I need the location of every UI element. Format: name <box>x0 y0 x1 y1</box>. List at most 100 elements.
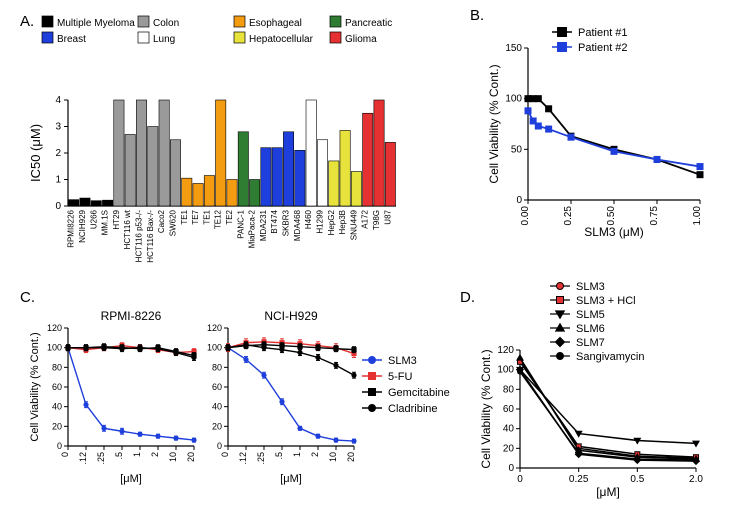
bar <box>182 178 192 206</box>
svg-text:20: 20 <box>186 452 196 462</box>
panel-a-ylabel: IC50 (μM) <box>28 124 43 182</box>
legend-label: SLM5 <box>576 309 605 321</box>
legend-label: Esophageal <box>249 18 302 29</box>
svg-text:60: 60 <box>52 382 62 392</box>
bar <box>136 100 146 206</box>
bar <box>102 200 112 206</box>
bar-category-label: SNU449 <box>349 209 358 240</box>
svg-text:.5: .5 <box>274 452 284 460</box>
svg-text:2.0: 2.0 <box>689 474 703 485</box>
svg-text:60: 60 <box>503 404 515 415</box>
bar <box>238 132 248 206</box>
svg-text:40: 40 <box>503 424 515 435</box>
bar <box>329 161 339 206</box>
legend-label: Breast <box>57 34 86 45</box>
svg-text:.25: .25 <box>96 452 106 465</box>
svg-text:100: 100 <box>207 343 222 353</box>
svg-text:100: 100 <box>505 94 522 105</box>
svg-text:.12: .12 <box>78 452 88 465</box>
legend-label: Pancreatic <box>345 18 392 29</box>
bar-category-label: MDA231 <box>259 209 268 241</box>
bar <box>306 100 316 206</box>
legend-label: Hepatocellular <box>249 34 314 45</box>
legend-label: Glioma <box>345 34 377 45</box>
bar-category-label: Caco2 <box>157 209 166 233</box>
svg-text:0: 0 <box>516 195 522 206</box>
figure-canvas: A.Multiple MyelomaColonEsophagealPancrea… <box>0 0 748 525</box>
svg-text:20: 20 <box>212 421 222 431</box>
svg-text:0: 0 <box>60 452 70 457</box>
legend-label: Cladribine <box>388 403 438 415</box>
bar-category-label: HCT116 Bax-/- <box>146 210 155 263</box>
svg-text:2: 2 <box>310 452 320 457</box>
series-line <box>68 348 194 440</box>
legend-label: Patient #1 <box>578 27 628 39</box>
svg-text:10: 10 <box>168 452 178 462</box>
svg-text:0: 0 <box>217 441 222 451</box>
bar-category-label: HCT116 wt <box>123 209 132 249</box>
xlabel: [μM] <box>596 485 620 499</box>
svg-text:0: 0 <box>220 452 230 457</box>
bar <box>193 183 203 206</box>
xlabel: SLM3 (μM) <box>584 225 644 239</box>
svg-text:100: 100 <box>47 343 62 353</box>
svg-text:120: 120 <box>497 345 514 356</box>
bar-category-label: HepG2 <box>327 209 336 235</box>
ytick-label: 0 <box>55 201 61 212</box>
bar-category-label: MDA468 <box>293 209 302 241</box>
svg-text:.12: .12 <box>238 452 248 465</box>
svg-text:40: 40 <box>212 402 222 412</box>
xlabel: [μM] <box>120 473 142 485</box>
bar-category-label: TE1 <box>202 209 211 224</box>
bar-category-label: TE7 <box>191 209 200 224</box>
legend-label: Sangivamycin <box>576 351 644 363</box>
bar <box>295 150 305 206</box>
bar-category-label: TE12 <box>214 209 223 229</box>
svg-text:0.00: 0.00 <box>520 206 531 226</box>
svg-text:0: 0 <box>57 441 62 451</box>
svg-text:0.75: 0.75 <box>649 206 660 226</box>
panel-d-label: D. <box>460 289 475 306</box>
legend-swatch <box>138 32 149 43</box>
legend-swatch <box>42 16 53 27</box>
bar-category-label: SW620 <box>168 209 177 236</box>
legend-label: Multiple Myeloma <box>57 18 135 29</box>
ytick-label: 2 <box>55 148 61 159</box>
series-line <box>520 370 696 461</box>
ytick-label: 1 <box>55 175 61 186</box>
bar-category-label: H460 <box>304 209 313 229</box>
bar <box>363 113 373 206</box>
svg-text:0.50: 0.50 <box>606 206 617 226</box>
bar-category-label: MiaPaca-2 <box>248 209 257 248</box>
svg-text:0.25: 0.25 <box>569 474 589 485</box>
svg-text:0: 0 <box>508 463 514 474</box>
svg-text:150: 150 <box>505 43 522 54</box>
bar-category-label: A172 <box>361 209 370 228</box>
bar <box>91 201 101 206</box>
svg-text:.25: .25 <box>256 452 266 465</box>
bar <box>80 198 90 206</box>
legend-swatch <box>234 16 245 27</box>
svg-text:0: 0 <box>517 474 523 485</box>
svg-text:.5: .5 <box>114 452 124 460</box>
svg-text:20: 20 <box>503 443 515 454</box>
bar-category-label: HCT116 p53-/- <box>135 210 144 263</box>
bar <box>114 100 124 206</box>
bar <box>227 180 237 207</box>
bar-category-label: PANC-1 <box>236 209 245 238</box>
svg-text:60: 60 <box>212 382 222 392</box>
svg-text:2: 2 <box>150 452 160 457</box>
bar <box>340 130 350 206</box>
svg-text:20: 20 <box>346 452 356 462</box>
bar-category-label: BT474 <box>270 209 279 233</box>
bar-category-label: HT29 <box>112 209 121 229</box>
svg-text:0.5: 0.5 <box>630 474 644 485</box>
bar <box>272 148 282 206</box>
svg-text:120: 120 <box>47 323 62 333</box>
svg-text:80: 80 <box>503 384 515 395</box>
bar <box>374 100 384 206</box>
bar-category-label: TE2 <box>225 209 234 224</box>
svg-text:1.00: 1.00 <box>692 206 703 226</box>
bar <box>216 100 226 206</box>
legend-label: SLM3 + HCl <box>576 295 636 307</box>
